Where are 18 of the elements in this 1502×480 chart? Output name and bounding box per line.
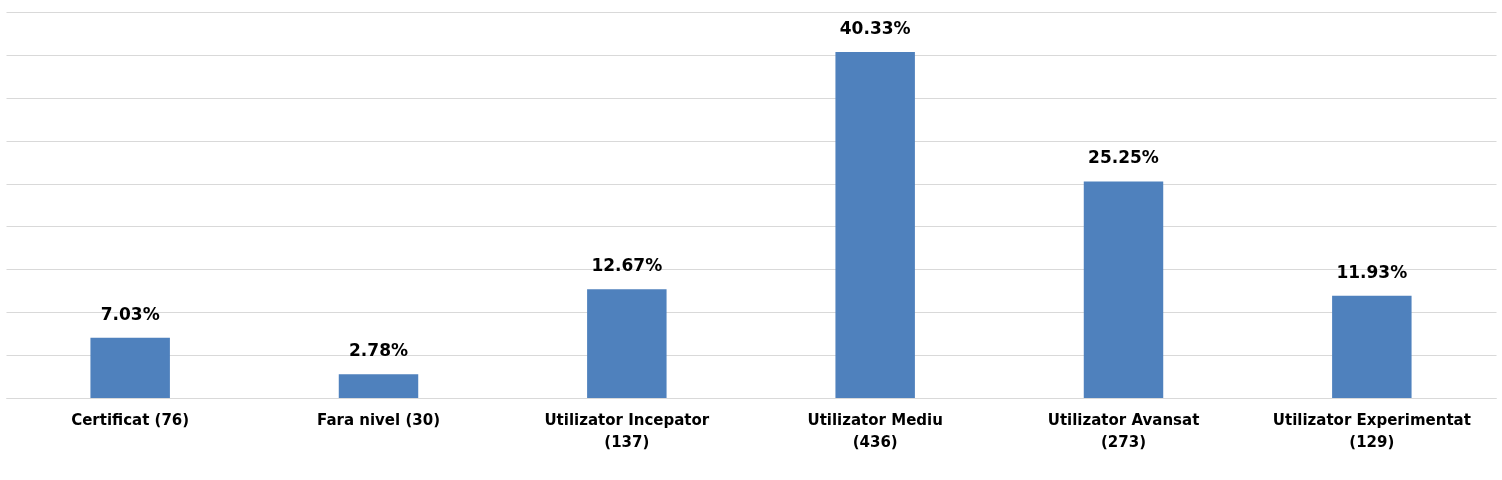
- bar: [1083, 181, 1164, 398]
- data-label: 25.25%: [1088, 147, 1159, 168]
- x-tick-label: Utilizator Mediu (436): [807, 410, 943, 451]
- x-tick-label: Utilizator Incepator (137): [544, 410, 710, 451]
- x-tick-label: Certificat (76): [71, 410, 190, 429]
- x-tick-label: Utilizator Experimentat (129): [1272, 410, 1471, 451]
- data-label: 7.03%: [100, 303, 160, 324]
- x-tick-label: Fara nivel (30): [317, 410, 440, 429]
- data-label: 2.78%: [349, 340, 408, 361]
- bar: [90, 337, 170, 398]
- bar: [587, 289, 667, 398]
- bar: [1332, 295, 1412, 398]
- bar: [835, 52, 915, 398]
- data-label: 11.93%: [1336, 261, 1408, 282]
- data-label: 12.67%: [591, 255, 663, 276]
- data-label: 40.33%: [839, 18, 911, 39]
- bar: [338, 374, 419, 398]
- x-tick-label: Utilizator Avansat (273): [1047, 410, 1200, 451]
